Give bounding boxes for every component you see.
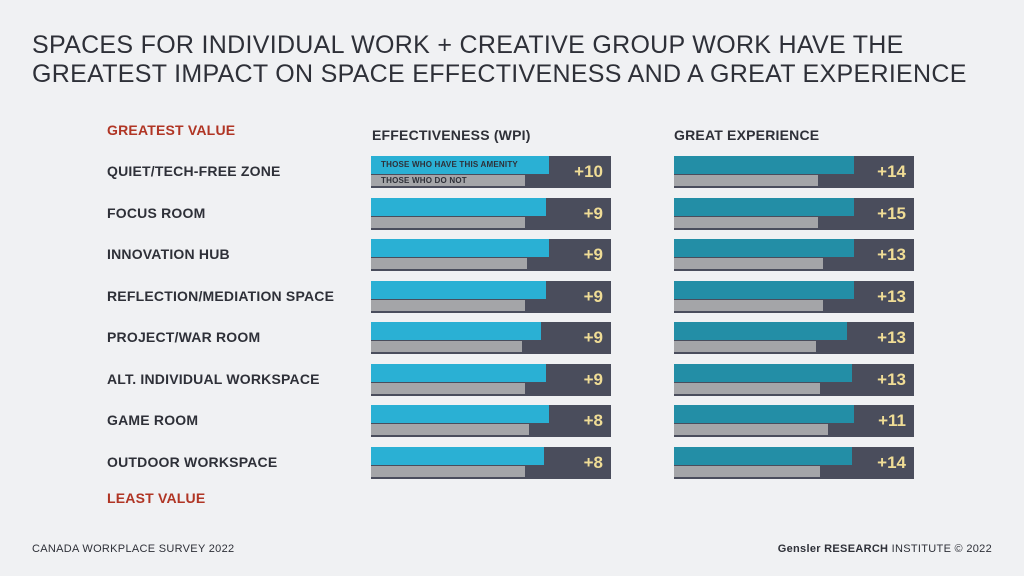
experience-bar-group: +13 — [674, 239, 914, 271]
difference-value: +8 — [583, 453, 603, 472]
difference-value: +13 — [877, 370, 906, 389]
experience-header: GREAT EXPERIENCE — [674, 127, 820, 143]
least-value-label: LEAST VALUE — [107, 490, 206, 506]
legend-not: THOSE WHO DO NOT — [381, 176, 467, 185]
difference-value: +15 — [877, 204, 906, 223]
bar-no-amenity — [371, 424, 530, 435]
experience-bar-group: +15 — [674, 198, 914, 230]
bar-no-amenity — [371, 341, 523, 352]
bar-no-amenity — [674, 300, 823, 311]
row-label: FOCUS ROOM — [107, 205, 206, 221]
survey-footer: CANADA WORKPLACE SURVEY 2022 — [32, 543, 235, 555]
difference-value: +11 — [878, 411, 906, 430]
wpi-bar-group: +9 — [371, 364, 611, 396]
page-title: SPACES FOR INDIVIDUAL WORK + CREATIVE GR… — [32, 31, 992, 89]
wpi-bar-group: +9 — [371, 239, 611, 271]
bar-no-amenity — [674, 466, 821, 477]
row-label: GAME ROOM — [107, 412, 199, 428]
bar-have-amenity — [371, 239, 549, 257]
bar-have-amenity — [674, 322, 847, 340]
row-label: ALT. INDIVIDUAL WORKSPACE — [107, 371, 320, 387]
bar-no-amenity — [371, 466, 525, 477]
row-label: INNOVATION HUB — [107, 246, 230, 262]
bar-no-amenity — [371, 217, 525, 228]
brand-rest: INSTITUTE © 2022 — [888, 543, 992, 555]
experience-bar-group: +13 — [674, 364, 914, 396]
difference-value: +14 — [877, 453, 906, 472]
bar-have-amenity — [371, 364, 547, 382]
bar-have-amenity — [674, 405, 854, 423]
bar-no-amenity — [371, 300, 525, 311]
experience-bar-group: +14 — [674, 447, 914, 479]
bar-have-amenity — [674, 239, 854, 257]
experience-bar-group: +11 — [674, 405, 914, 437]
bar-no-amenity — [674, 258, 823, 269]
difference-value: +13 — [877, 287, 906, 306]
title-line-2: GREATEST IMPACT ON SPACE EFFECTIVENESS A… — [32, 60, 967, 88]
wpi-bar-group: +9 — [371, 281, 611, 313]
wpi-bar-group: +8 — [371, 405, 611, 437]
bar-have-amenity — [371, 281, 547, 299]
difference-value: +13 — [877, 245, 906, 264]
difference-value: +9 — [583, 204, 603, 223]
bar-have-amenity — [371, 156, 549, 174]
brand-bold: Gensler RESEARCH — [777, 543, 889, 555]
difference-value: +10 — [574, 162, 603, 181]
bar-have-amenity — [674, 364, 852, 382]
experience-bar-group: +14 — [674, 156, 914, 188]
title-line-1: SPACES FOR INDIVIDUAL WORK + CREATIVE GR… — [32, 31, 904, 59]
row-label: REFLECTION/MEDIATION SPACE — [107, 288, 335, 304]
legend-have: THOSE WHO HAVE THIS AMENITY — [381, 160, 518, 169]
difference-value: +8 — [583, 411, 603, 430]
wpi-bar-group: +10 THOSE WHO HAVE THIS AMENITY THOSE WHO … — [371, 156, 611, 188]
bar-have-amenity — [371, 198, 547, 216]
effectiveness-header: EFFECTIVENESS (WPI) — [372, 127, 531, 143]
bar-have-amenity — [674, 447, 852, 465]
bar-no-amenity — [371, 175, 525, 186]
row-label: OUTDOOR WORKSPACE — [107, 454, 278, 470]
wpi-bar-group: +9 — [371, 198, 611, 230]
bar-have-amenity — [674, 198, 854, 216]
difference-value: +9 — [583, 328, 603, 347]
bar-have-amenity — [371, 405, 549, 423]
bar-no-amenity — [674, 217, 818, 228]
bar-no-amenity — [674, 341, 816, 352]
difference-value: +13 — [877, 328, 906, 347]
experience-bar-group: +13 — [674, 281, 914, 313]
bar-have-amenity — [674, 156, 854, 174]
bar-have-amenity — [371, 447, 544, 465]
bar-no-amenity — [674, 175, 818, 186]
difference-value: +14 — [877, 162, 906, 181]
bar-have-amenity — [674, 281, 854, 299]
difference-value: +9 — [583, 245, 603, 264]
bar-no-amenity — [371, 383, 525, 394]
bar-no-amenity — [674, 424, 828, 435]
bar-no-amenity — [674, 383, 821, 394]
wpi-bar-group: +9 — [371, 322, 611, 354]
difference-value: +9 — [583, 370, 603, 389]
difference-value: +9 — [583, 287, 603, 306]
experience-bar-group: +13 — [674, 322, 914, 354]
row-label: QUIET/TECH-FREE ZONE — [107, 163, 281, 179]
brand-footer: Gensler RESEARCH INSTITUTE © 2022 — [778, 543, 992, 555]
row-label: PROJECT/WAR ROOM — [107, 329, 261, 345]
greatest-value-label: GREATEST VALUE — [107, 122, 236, 138]
bar-no-amenity — [371, 258, 527, 269]
wpi-bar-group: +8 — [371, 447, 611, 479]
bar-have-amenity — [371, 322, 542, 340]
